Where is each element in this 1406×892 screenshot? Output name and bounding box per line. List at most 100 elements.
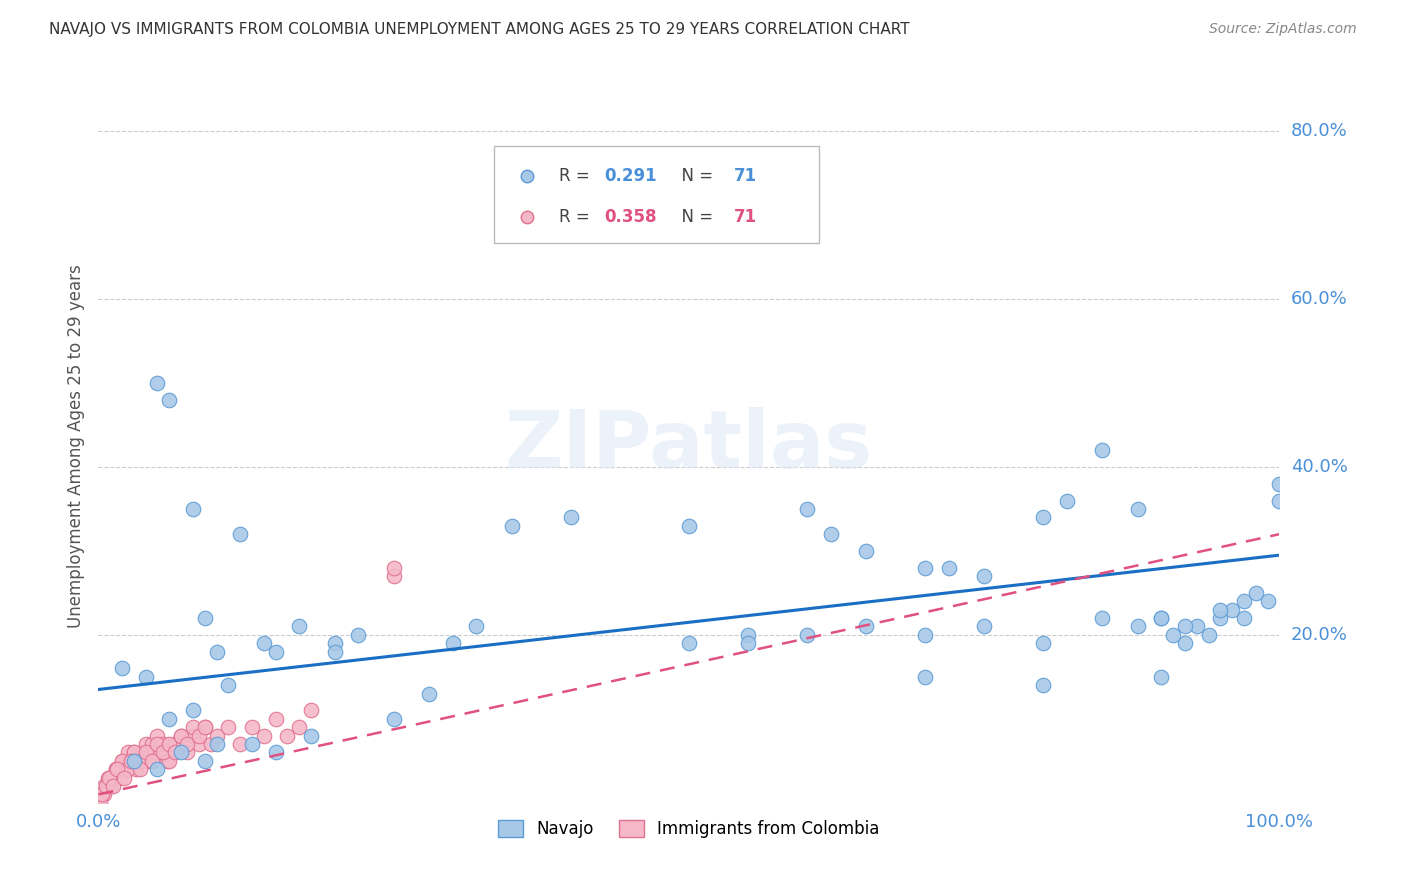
Text: N =: N = (671, 168, 718, 186)
Point (108, 771, 131, 785)
Point (98, 771, 121, 785)
Text: 71: 71 (734, 168, 756, 186)
Text: Source: ZipAtlas.com: Source: ZipAtlas.com (1209, 22, 1357, 37)
Point (253, 729, 276, 743)
Point (90, 788, 112, 802)
Point (181, 729, 204, 743)
Point (146, 729, 169, 743)
Point (128, 762, 150, 776)
Point (560, 510, 582, 524)
Point (288, 619, 311, 633)
Point (1244, 586, 1267, 600)
Point (128, 754, 150, 768)
Point (217, 720, 239, 734)
Point (1233, 594, 1256, 608)
Point (170, 729, 193, 743)
Point (141, 737, 163, 751)
Point (1091, 611, 1114, 625)
Point (176, 746, 198, 760)
Point (105, 762, 128, 776)
Point (465, 619, 488, 633)
Point (135, 737, 157, 751)
Point (678, 636, 700, 650)
Point (1174, 636, 1197, 650)
Point (176, 737, 198, 751)
Point (253, 636, 276, 650)
Point (678, 518, 700, 533)
Point (121, 754, 143, 768)
Point (187, 737, 209, 751)
Point (94, 779, 117, 793)
Point (181, 703, 204, 717)
Point (382, 712, 405, 726)
Point (914, 628, 936, 642)
Point (98, 779, 121, 793)
Point (93, 788, 115, 802)
Point (299, 729, 322, 743)
Point (181, 720, 204, 734)
Point (135, 746, 157, 760)
Point (264, 645, 287, 659)
Point (101, 771, 124, 785)
Text: N =: N = (671, 209, 718, 227)
Point (194, 720, 217, 734)
FancyBboxPatch shape (494, 146, 818, 243)
Text: R =: R = (560, 168, 595, 186)
Point (194, 611, 217, 625)
Point (122, 746, 145, 760)
Point (117, 746, 139, 760)
Point (1185, 619, 1208, 633)
Point (149, 746, 172, 760)
Point (1209, 603, 1232, 617)
Point (91, 788, 114, 802)
Point (229, 527, 252, 541)
Text: 71: 71 (734, 209, 756, 227)
Point (1150, 670, 1173, 684)
Point (112, 762, 135, 776)
Point (132, 746, 155, 760)
Point (299, 703, 322, 717)
Text: 40.0%: 40.0% (1291, 458, 1347, 476)
Point (217, 678, 239, 692)
Point (146, 376, 169, 390)
Point (152, 746, 174, 760)
Point (1032, 510, 1054, 524)
Point (98, 771, 121, 785)
Point (111, 754, 134, 768)
Point (796, 502, 818, 516)
Point (165, 737, 187, 751)
Point (170, 729, 193, 743)
Point (128, 754, 150, 768)
Point (796, 628, 818, 642)
Point (87, 796, 110, 810)
Point (146, 737, 169, 751)
Point (205, 737, 228, 751)
Point (89, 796, 111, 810)
Point (1268, 476, 1291, 491)
Point (146, 762, 169, 776)
Point (165, 746, 187, 760)
Point (205, 645, 228, 659)
Y-axis label: Unemployment Among Ages 25 to 29 years: Unemployment Among Ages 25 to 29 years (66, 264, 84, 628)
Point (1220, 603, 1243, 617)
Point (1091, 443, 1114, 458)
Point (737, 628, 759, 642)
Point (141, 754, 163, 768)
Point (1032, 678, 1054, 692)
Point (501, 518, 523, 533)
Point (973, 569, 995, 583)
Point (200, 737, 222, 751)
Point (157, 392, 180, 407)
Point (111, 661, 134, 675)
Point (1126, 619, 1149, 633)
Point (240, 737, 263, 751)
Point (122, 746, 145, 760)
Text: 0.291: 0.291 (605, 168, 657, 186)
Point (288, 720, 311, 734)
Point (125, 762, 148, 776)
Point (152, 737, 174, 751)
Point (855, 544, 877, 558)
Point (122, 754, 145, 768)
Point (1150, 611, 1173, 625)
Point (170, 746, 193, 760)
